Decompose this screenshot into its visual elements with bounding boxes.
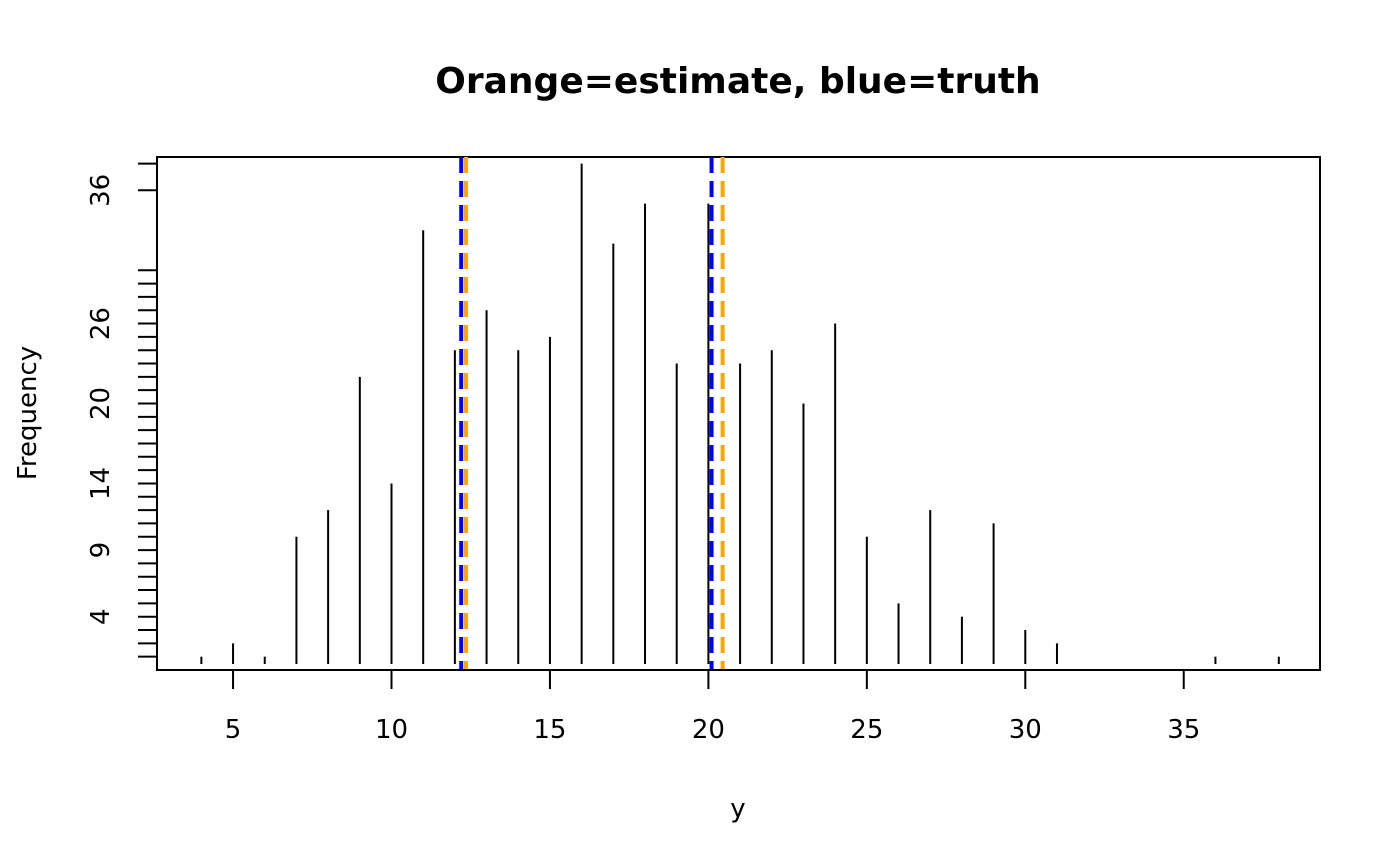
- x-tick-label-20: 20: [692, 715, 725, 745]
- x-tick-label-25: 25: [850, 715, 883, 745]
- y-axis-title: Frequency: [13, 346, 43, 480]
- y-tick-label-36: 36: [86, 174, 116, 207]
- y-tick-label-9: 9: [86, 542, 116, 559]
- y-tick-label-20: 20: [86, 387, 116, 420]
- x-axis-title: y: [730, 794, 745, 824]
- x-tick-label-35: 35: [1167, 715, 1200, 745]
- plot-area: [156, 156, 1321, 671]
- chart-title: Orange=estimate, blue=truth: [435, 61, 1040, 102]
- bars: [200, 163, 1280, 664]
- y-axis: 4 9 14 20 26 36: [86, 162, 158, 658]
- x-tick-label-5: 5: [225, 715, 242, 745]
- x-tick-label-15: 15: [533, 715, 566, 745]
- reference-lines: [459, 157, 725, 670]
- x-axis: 5 10 15 20 25 30 35: [225, 669, 1200, 745]
- x-tick-label-10: 10: [375, 715, 408, 745]
- y-tick-label-14: 14: [86, 467, 116, 500]
- y-tick-label-26: 26: [86, 307, 116, 340]
- x-tick-label-30: 30: [1009, 715, 1042, 745]
- y-tick-label-4: 4: [86, 608, 116, 625]
